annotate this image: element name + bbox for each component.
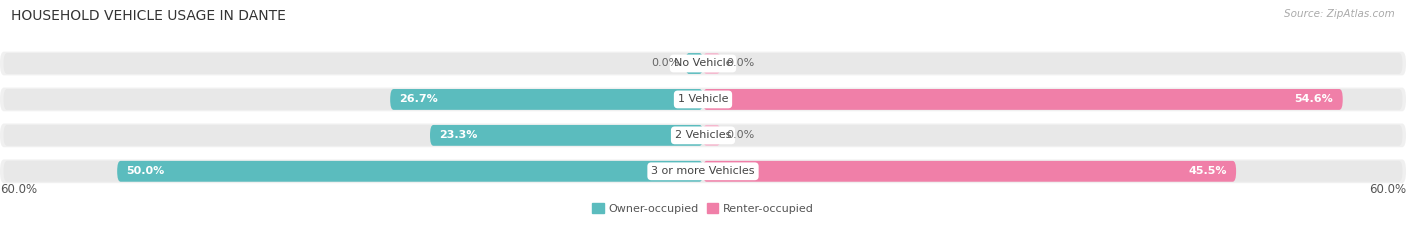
Legend: Owner-occupied, Renter-occupied: Owner-occupied, Renter-occupied [588,199,818,218]
FancyBboxPatch shape [0,52,1406,75]
Text: 0.0%: 0.0% [651,58,679,69]
FancyBboxPatch shape [0,88,1406,111]
Text: 54.6%: 54.6% [1295,94,1333,104]
Text: No Vehicle: No Vehicle [673,58,733,69]
Text: 3 or more Vehicles: 3 or more Vehicles [651,166,755,176]
FancyBboxPatch shape [0,159,1406,183]
Text: 60.0%: 60.0% [1369,183,1406,196]
FancyBboxPatch shape [703,125,721,146]
FancyBboxPatch shape [430,125,703,146]
Text: 2 Vehicles: 2 Vehicles [675,130,731,140]
Text: 60.0%: 60.0% [0,183,37,196]
FancyBboxPatch shape [3,53,1403,74]
Text: 1 Vehicle: 1 Vehicle [678,94,728,104]
Text: 0.0%: 0.0% [727,58,755,69]
FancyBboxPatch shape [703,53,721,74]
Text: HOUSEHOLD VEHICLE USAGE IN DANTE: HOUSEHOLD VEHICLE USAGE IN DANTE [11,9,287,23]
Text: 45.5%: 45.5% [1188,166,1227,176]
Text: 0.0%: 0.0% [727,130,755,140]
FancyBboxPatch shape [686,53,703,74]
FancyBboxPatch shape [3,89,1403,110]
Text: Source: ZipAtlas.com: Source: ZipAtlas.com [1284,9,1395,19]
FancyBboxPatch shape [0,123,1406,147]
FancyBboxPatch shape [391,89,703,110]
FancyBboxPatch shape [3,125,1403,146]
Text: 23.3%: 23.3% [439,130,478,140]
Text: 26.7%: 26.7% [399,94,439,104]
FancyBboxPatch shape [703,89,1343,110]
FancyBboxPatch shape [703,161,1236,182]
FancyBboxPatch shape [117,161,703,182]
Text: 50.0%: 50.0% [127,166,165,176]
FancyBboxPatch shape [3,161,1403,182]
